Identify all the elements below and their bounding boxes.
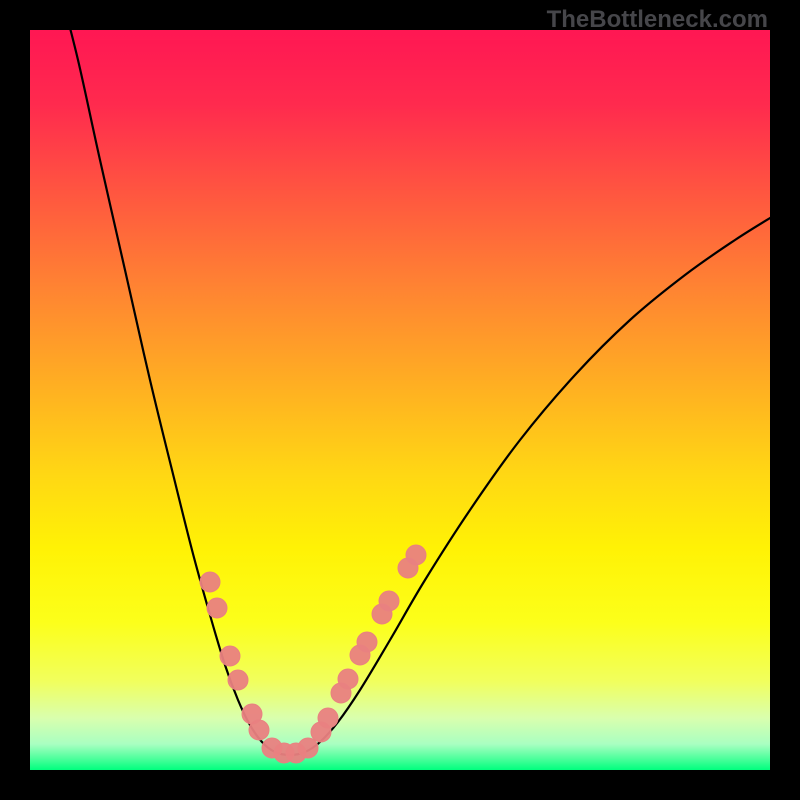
bottleneck-curve — [60, 0, 775, 755]
data-marker — [249, 720, 269, 740]
data-marker — [406, 545, 426, 565]
data-marker — [220, 646, 240, 666]
chart-svg — [0, 0, 800, 800]
data-marker — [338, 669, 358, 689]
data-marker — [379, 591, 399, 611]
outer-frame: TheBottleneck.com — [0, 0, 800, 800]
data-marker — [228, 670, 248, 690]
watermark-text: TheBottleneck.com — [547, 6, 768, 34]
data-marker — [207, 598, 227, 618]
data-marker — [357, 632, 377, 652]
plot-area — [30, 30, 770, 770]
data-marker — [318, 708, 338, 728]
data-marker — [200, 572, 220, 592]
data-marker — [298, 738, 318, 758]
